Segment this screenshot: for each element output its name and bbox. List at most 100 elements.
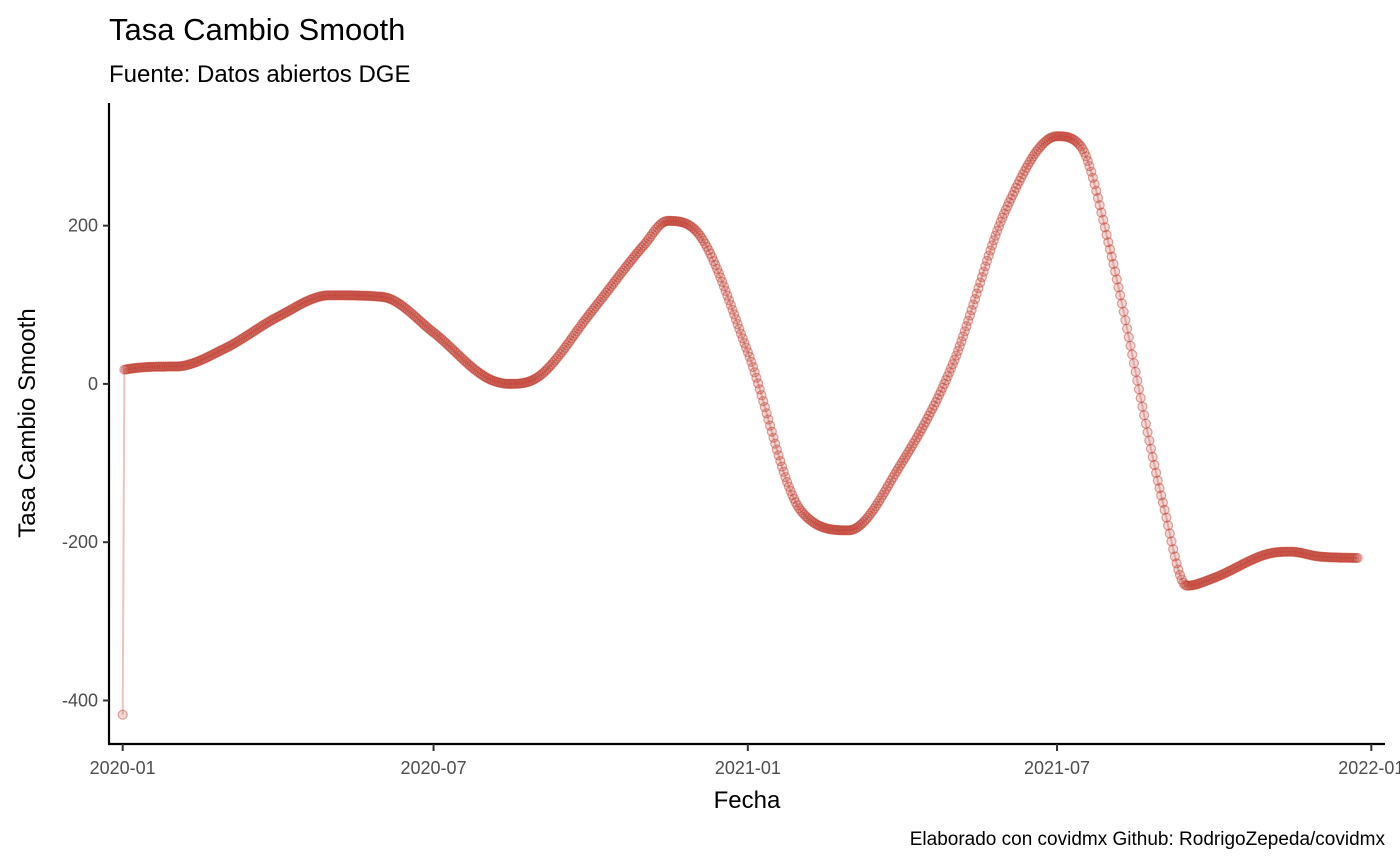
data-point [1203,574,1215,585]
data-point [701,241,713,252]
data-point [877,489,888,501]
data-point [1255,551,1266,562]
data-point [1000,204,1011,215]
data-point [628,252,639,263]
data-point [1074,139,1085,150]
data-point [771,444,783,455]
data-point [547,357,559,368]
data-point [846,524,858,536]
data-point [382,292,393,303]
data-point [975,277,986,288]
data-point [401,303,412,314]
data-point [558,344,569,355]
data-point [1161,512,1172,523]
data-point [927,403,938,415]
data-point [875,492,887,503]
y-tick-label: -400 [62,690,98,710]
data-point [565,335,576,346]
data-point [144,361,156,372]
data-point [1205,573,1216,585]
data-point [201,352,212,363]
data-point [525,375,537,386]
data-point [1273,546,1285,558]
data-point [197,354,208,365]
data-point [865,508,876,519]
data-point [831,524,842,536]
data-point [488,375,499,386]
data-point [1291,546,1302,558]
data-point [454,350,465,361]
data-point [524,376,535,387]
data-point [1220,567,1232,578]
data-point [807,516,818,528]
data-point [522,377,533,388]
data-point [1202,575,1213,586]
data-point [192,356,203,367]
data-point [203,351,214,362]
data-point [997,212,1008,223]
data-point [1039,136,1051,147]
data-point [913,429,924,440]
data-point [1014,175,1025,186]
data-point [408,309,419,320]
data-point [503,378,514,389]
data-point [1190,579,1201,590]
data-point [307,293,318,304]
data-point [452,348,463,360]
data-point [510,378,521,389]
data-point [746,356,757,367]
data-point [1031,146,1042,157]
data-point [1036,140,1047,151]
data-point [588,303,600,314]
data-point [242,330,253,341]
data-point [657,217,668,228]
data-point [732,319,743,330]
data-point [650,224,661,235]
data-point [887,472,899,483]
data-point [1106,251,1117,262]
data-point [1181,580,1193,591]
data-point [899,452,911,463]
data-point [1191,578,1203,590]
data-point [1067,133,1078,145]
data-point [729,309,740,320]
data-point [314,291,325,302]
data-point [194,355,205,366]
data-point [1135,392,1146,404]
data-point [1253,551,1264,563]
data-point [1299,548,1310,559]
data-point [800,511,812,522]
data-point [220,343,231,354]
data-point [257,320,268,331]
data-point [1029,148,1040,159]
data-point [792,500,803,511]
data-point [752,378,764,389]
data-point [867,505,878,517]
data-point [346,290,357,301]
data-point [648,226,660,237]
data-point [1258,549,1269,561]
data-point [387,294,398,305]
data-point [607,278,619,290]
data-point [129,363,140,374]
data-point [723,295,735,306]
data-point [353,290,364,301]
data-point [845,525,856,536]
data-point [252,323,263,334]
data-point [816,521,827,532]
data-point [285,305,296,316]
data-point [1217,569,1228,580]
data-point [394,298,405,309]
data-point [259,319,270,330]
data-point [758,396,769,407]
data-point [315,291,326,302]
data-point [906,441,917,452]
data-point [317,290,328,301]
data-point [1154,483,1165,494]
data-point [1127,349,1138,360]
data-point [1207,573,1218,584]
data-point [146,361,157,372]
data-point [594,296,605,307]
data-point [570,328,581,339]
data-point [848,524,859,535]
